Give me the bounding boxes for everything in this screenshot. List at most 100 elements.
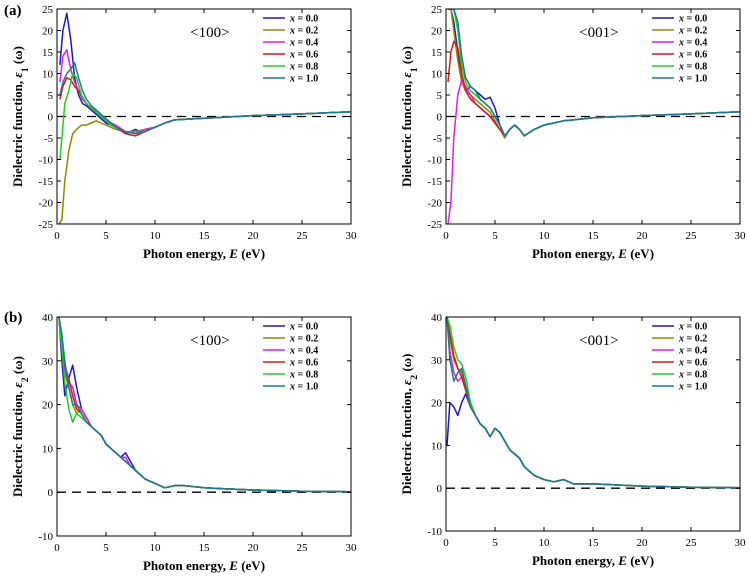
x-tick-label: 5 bbox=[492, 230, 498, 242]
chart-a-100: 0 5 10 15 20 25 30 -25 -20 -15 -10 -5 0 5 10 15 20 25 <100… bbox=[10, 4, 357, 261]
legend: x = 0.0x = 0.2x = 0.4x = 0.6x = 0.8x = 1… bbox=[263, 14, 318, 85]
x-tick-label: 25 bbox=[686, 537, 698, 549]
series-line-6 bbox=[58, 317, 351, 493]
legend-entry-1: x = 0.0 bbox=[678, 14, 707, 25]
series-line-4 bbox=[59, 77, 351, 137]
legend-entry-6: x = 1.0 bbox=[289, 382, 318, 393]
y-tick-label: -10 bbox=[427, 155, 442, 167]
series-line-6 bbox=[448, 9, 740, 137]
x-axis-label: Photon energy, E (eV) bbox=[532, 553, 654, 568]
chart-title: <100> bbox=[190, 25, 229, 41]
legend-entry-5: x = 0.8 bbox=[678, 62, 707, 73]
x-tick-label: 25 bbox=[686, 230, 698, 242]
legend-entry-2: x = 0.2 bbox=[678, 26, 707, 37]
y-tick-label: -20 bbox=[427, 198, 442, 210]
x-tick-label: 5 bbox=[492, 537, 498, 549]
y-tick-label: 20 bbox=[42, 400, 54, 412]
y-axis-label: Dielectric function, ε1 (ω) bbox=[399, 46, 420, 187]
y-tick-label: 0 bbox=[48, 112, 54, 124]
legend-entry-4: x = 0.6 bbox=[678, 50, 707, 61]
y-axis-label: Dielectric function, ε1 (ω) bbox=[10, 46, 31, 187]
legend-entry-4: x = 0.6 bbox=[289, 358, 318, 369]
x-tick-label: 10 bbox=[539, 230, 551, 242]
series-group bbox=[58, 317, 351, 493]
legend-entry-3: x = 0.4 bbox=[289, 346, 318, 357]
legend-entry-5: x = 0.8 bbox=[678, 370, 707, 381]
x-tick-label: 5 bbox=[103, 542, 109, 554]
x-tick-label: 15 bbox=[588, 230, 600, 242]
chart-title: <100> bbox=[190, 333, 229, 349]
x-tick-label: 20 bbox=[248, 230, 260, 242]
y-tick-label: 5 bbox=[437, 90, 443, 102]
y-tick-label: 10 bbox=[42, 69, 54, 81]
series-group bbox=[58, 12, 351, 224]
y-tick-label: 25 bbox=[42, 4, 54, 16]
y-tick-label: 0 bbox=[437, 483, 443, 495]
legend-entry-1: x = 0.0 bbox=[289, 322, 318, 333]
legend-entry-2: x = 0.2 bbox=[289, 26, 318, 37]
legend-entry-4: x = 0.6 bbox=[289, 50, 318, 61]
legend-entry-1: x = 0.0 bbox=[678, 322, 707, 333]
x-tick-label: 20 bbox=[248, 542, 260, 554]
series-line-2 bbox=[58, 111, 351, 224]
legend-entry-4: x = 0.6 bbox=[678, 358, 707, 369]
x-tick-label: 0 bbox=[54, 230, 60, 242]
y-tick-label: 30 bbox=[42, 356, 54, 368]
y-tick-label: 20 bbox=[431, 398, 443, 410]
series-line-6 bbox=[446, 317, 740, 489]
y-tick-label: 20 bbox=[431, 26, 443, 38]
legend: x = 0.0x = 0.2x = 0.4x = 0.6x = 0.8x = 1… bbox=[652, 322, 707, 393]
x-axis-label: Photon energy, E (eV) bbox=[143, 558, 265, 573]
series-group bbox=[446, 317, 740, 489]
x-tick-label: 10 bbox=[539, 537, 551, 549]
chart-a-001: 0 5 10 15 20 25 30 -25 -20 -15 -10 -5 0 5 10 15 20 25 <001… bbox=[399, 4, 746, 261]
series-line-6 bbox=[59, 62, 351, 135]
x-tick-label: 15 bbox=[199, 542, 211, 554]
legend-entry-6: x = 1.0 bbox=[678, 74, 707, 85]
legend-entry-2: x = 0.2 bbox=[289, 334, 318, 345]
y-tick-label: -25 bbox=[38, 219, 53, 231]
y-tick-label: -10 bbox=[38, 155, 53, 167]
y-tick-label: 30 bbox=[431, 355, 443, 367]
legend-entry-6: x = 1.0 bbox=[289, 74, 318, 85]
y-tick-label: -10 bbox=[427, 526, 442, 538]
y-tick-label: -25 bbox=[427, 219, 442, 231]
y-tick-label: 15 bbox=[431, 47, 443, 59]
x-tick-label: 5 bbox=[103, 230, 109, 242]
y-tick-label: -5 bbox=[433, 133, 443, 145]
x-tick-label: 30 bbox=[346, 542, 358, 554]
y-tick-label: 20 bbox=[42, 26, 54, 38]
x-axis-label: Photon energy, E (eV) bbox=[143, 246, 265, 261]
legend: x = 0.0x = 0.2x = 0.4x = 0.6x = 0.8x = 1… bbox=[263, 322, 318, 393]
y-tick-label: 10 bbox=[431, 69, 443, 81]
panel-label-b: (b) bbox=[4, 310, 22, 326]
x-tick-label: 15 bbox=[199, 230, 211, 242]
y-tick-label: 25 bbox=[431, 4, 443, 16]
x-tick-label: 20 bbox=[637, 230, 649, 242]
legend: x = 0.0x = 0.2x = 0.4x = 0.6x = 0.8x = 1… bbox=[652, 14, 707, 85]
panel-label-a: (a) bbox=[4, 3, 22, 19]
y-tick-label: 0 bbox=[48, 487, 54, 499]
y-tick-label: -15 bbox=[427, 176, 442, 188]
legend-entry-1: x = 0.0 bbox=[289, 14, 318, 25]
y-tick-label: -10 bbox=[38, 531, 53, 543]
y-tick-label: 5 bbox=[48, 90, 54, 102]
x-tick-label: 0 bbox=[443, 230, 449, 242]
legend-entry-3: x = 0.4 bbox=[678, 38, 707, 49]
x-tick-label: 30 bbox=[735, 537, 747, 549]
series-group bbox=[447, 9, 740, 224]
chart-title: <001> bbox=[579, 25, 618, 41]
x-axis-label: Photon energy, E (eV) bbox=[532, 246, 654, 261]
y-tick-label: 40 bbox=[431, 312, 443, 324]
legend-entry-5: x = 0.8 bbox=[289, 62, 318, 73]
series-line-1 bbox=[446, 393, 740, 489]
x-tick-label: 30 bbox=[346, 230, 358, 242]
y-tick-label: 10 bbox=[42, 443, 54, 455]
y-tick-label: 15 bbox=[42, 47, 54, 59]
x-tick-label: 30 bbox=[735, 230, 747, 242]
x-tick-label: 10 bbox=[150, 542, 162, 554]
chart-title: <001> bbox=[579, 333, 618, 349]
